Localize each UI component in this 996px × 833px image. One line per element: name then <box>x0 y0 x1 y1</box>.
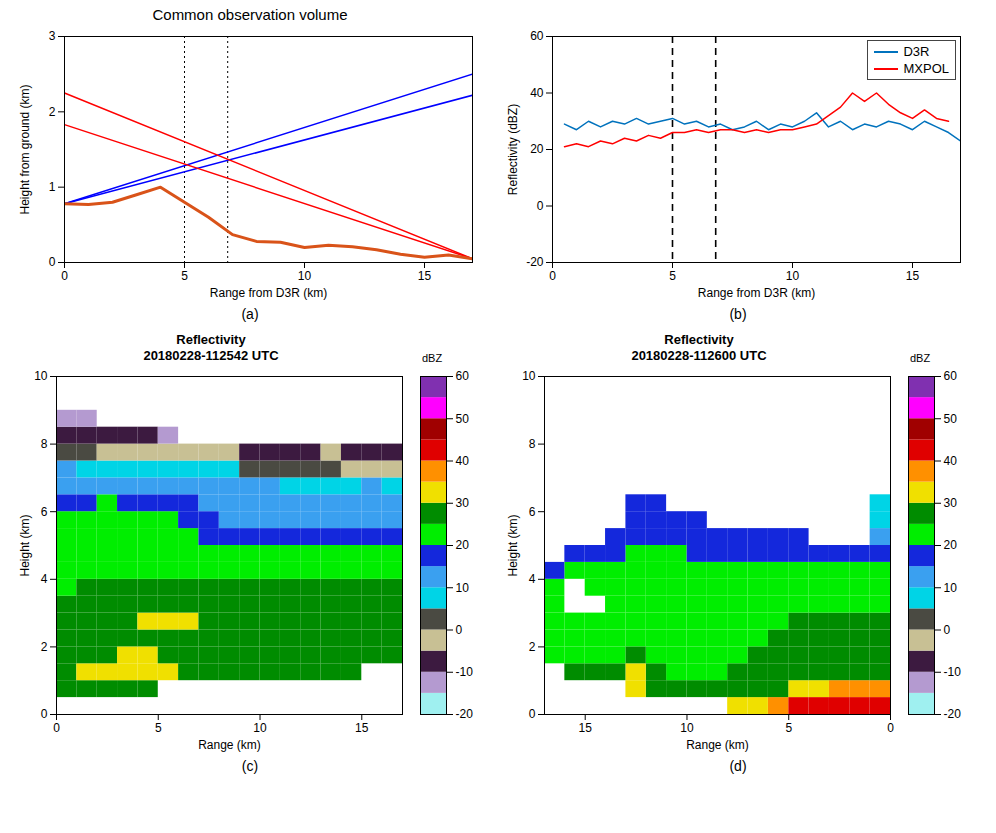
html-text:dBZ: dBZ <box>422 352 443 364</box>
svg-text:2: 2 <box>49 105 56 119</box>
svg-text:-20: -20 <box>944 707 962 721</box>
svg-text:40: 40 <box>456 454 470 468</box>
svg-text:6: 6 <box>41 505 48 519</box>
svg-text:Reflectivity (dBZ): Reflectivity (dBZ) <box>506 104 520 195</box>
svg-text:5: 5 <box>669 269 676 283</box>
svg-text:15: 15 <box>418 269 432 283</box>
svg-text:0: 0 <box>41 707 48 721</box>
svg-text:2: 2 <box>41 640 48 654</box>
html-text:dBZ: dBZ <box>910 352 931 364</box>
html-text:20180228-112600 UTC: 20180228-112600 UTC <box>631 348 767 363</box>
svg-text:20: 20 <box>456 538 470 552</box>
svg-text:15: 15 <box>579 721 593 735</box>
svg-text:8: 8 <box>41 437 48 451</box>
svg-text:10: 10 <box>786 269 800 283</box>
svg-text:0: 0 <box>944 623 951 637</box>
svg-text:20: 20 <box>944 538 958 552</box>
svg-text:-10: -10 <box>456 665 474 679</box>
svg-text:0: 0 <box>61 269 68 283</box>
svg-text:8: 8 <box>529 437 536 451</box>
svg-text:30: 30 <box>944 496 958 510</box>
html-text:(b): (b) <box>729 306 747 322</box>
svg-text:0: 0 <box>53 721 60 735</box>
html-text:Reflectivity: Reflectivity <box>176 332 246 347</box>
svg-text:4: 4 <box>529 572 536 586</box>
svg-text:60: 60 <box>530 29 544 43</box>
html-text:D3R: D3R <box>903 44 930 59</box>
html-text:Common observation volume: Common observation volume <box>152 6 348 23</box>
html-text:20180228-112542 UTC: 20180228-112542 UTC <box>143 348 279 363</box>
svg-text:60: 60 <box>456 369 470 383</box>
svg-text:2: 2 <box>529 640 536 654</box>
svg-text:0: 0 <box>549 269 556 283</box>
svg-text:10: 10 <box>522 369 536 383</box>
svg-text:30: 30 <box>456 496 470 510</box>
html-text:MXPOL: MXPOL <box>903 61 949 76</box>
svg-text:6: 6 <box>529 505 536 519</box>
svg-text:10: 10 <box>34 369 48 383</box>
svg-text:50: 50 <box>456 412 470 426</box>
svg-text:-20: -20 <box>526 255 544 269</box>
svg-text:-10: -10 <box>944 665 962 679</box>
svg-text:Range from D3R (km): Range from D3R (km) <box>698 286 815 300</box>
svg-text:10: 10 <box>680 721 694 735</box>
svg-text:5: 5 <box>785 721 792 735</box>
svg-text:10: 10 <box>253 721 267 735</box>
svg-text:10: 10 <box>944 581 958 595</box>
svg-text:Range from D3R (km): Range from D3R (km) <box>210 286 327 300</box>
svg-text:3: 3 <box>49 29 56 43</box>
svg-text:Height from ground (km): Height from ground (km) <box>18 84 32 214</box>
svg-text:0: 0 <box>49 255 56 269</box>
html-text:(c): (c) <box>241 758 259 774</box>
html-text:(a): (a) <box>241 306 259 322</box>
svg-text:0: 0 <box>537 199 544 213</box>
svg-text:15: 15 <box>906 269 920 283</box>
svg-text:Range (km): Range (km) <box>686 738 749 752</box>
svg-text:0: 0 <box>887 721 894 735</box>
svg-text:40: 40 <box>530 86 544 100</box>
svg-text:1: 1 <box>49 180 56 194</box>
svg-text:5: 5 <box>155 721 162 735</box>
svg-text:20: 20 <box>530 142 544 156</box>
svg-text:Range (km): Range (km) <box>198 738 261 752</box>
svg-text:Height (km): Height (km) <box>18 514 32 576</box>
svg-text:Height (km): Height (km) <box>506 514 520 576</box>
svg-text:10: 10 <box>298 269 312 283</box>
html-text:(d): (d) <box>729 758 747 774</box>
svg-text:5: 5 <box>181 269 188 283</box>
svg-text:60: 60 <box>944 369 958 383</box>
svg-text:15: 15 <box>355 721 369 735</box>
svg-text:50: 50 <box>944 412 958 426</box>
svg-text:4: 4 <box>41 572 48 586</box>
svg-text:0: 0 <box>529 707 536 721</box>
svg-text:40: 40 <box>944 454 958 468</box>
svg-text:0: 0 <box>456 623 463 637</box>
svg-text:-20: -20 <box>456 707 474 721</box>
html-text:Reflectivity: Reflectivity <box>664 332 734 347</box>
svg-text:10: 10 <box>456 581 470 595</box>
